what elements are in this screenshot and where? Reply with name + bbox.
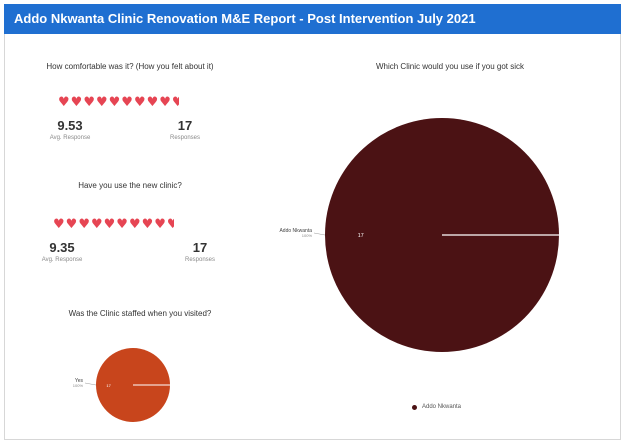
new-clinic-responses-value: 17 [192,240,208,255]
comfort-responses-value: 17 [177,118,193,133]
half-heart-icon: ♥ [171,96,179,109]
new-clinic-responses-label: Responses [184,257,216,263]
legend-entry: Addo Nkwanta [422,404,462,410]
pie-percent-label: 100% [73,383,84,388]
heart-icon: ♥ [121,95,133,110]
pie-leader-line [84,382,97,386]
new-clinic-avg-label: Avg. Response [41,257,83,263]
comfort-responses-label: Responses [169,135,201,141]
heart-icon: ♥ [65,217,78,232]
heart-icon: ♥ [78,217,90,232]
comfort-avg-label: Avg. Response [49,135,91,141]
heart-icon: ♥ [154,217,166,232]
half-heart-icon: ♥ [166,218,174,231]
clinic-pie-legend: Addo Nkwanta [412,404,461,410]
comfort-avg-value: 9.53 [57,118,83,133]
new-clinic-hearts: ♥ ♥ ♥ ♥ ♥ ♥ ♥ ♥ ♥ ♥ [53,218,174,231]
pie-leader-line [313,232,326,236]
heart-icon: ♥ [141,217,154,232]
heart-icon: ♥ [108,95,121,110]
legend-swatch [412,404,417,410]
pie-category-label: Yes [75,378,84,384]
heart-icon: ♥ [90,217,103,232]
heart-icon: ♥ [83,95,95,110]
report-title: Addo Nkwanta Clinic Renovation M&E Repor… [4,4,621,34]
heart-icon: ♥ [70,95,83,110]
heart-icon: ♥ [95,95,108,110]
new-clinic-question: Have you use the new clinic? [78,181,182,190]
heart-icon: ♥ [128,217,141,232]
pie-category-label: Addo Nkwanta [279,228,312,234]
heart-icon: ♥ [53,217,65,232]
heart-icon: ♥ [103,217,116,232]
comfort-hearts: ♥ ♥ ♥ ♥ ♥ ♥ ♥ ♥ ♥ ♥ [58,96,179,109]
heart-icon: ♥ [133,95,146,110]
new-clinic-avg-value: 9.35 [49,240,75,255]
heart-icon: ♥ [116,217,128,232]
pie-value-label: 17 [106,383,111,388]
pie-percent-label: 100% [302,233,313,238]
heart-icon: ♥ [159,95,171,110]
staffed-pie-title: Was the Clinic staffed when you visited? [68,309,212,318]
pie-value-label: 17 [358,233,364,239]
heart-icon: ♥ [146,95,159,110]
clinic-pie-title: Which Clinic would you use if you got si… [375,62,525,71]
comfort-question: How comfortable was it? (How you felt ab… [46,62,214,71]
heart-icon: ♥ [58,95,70,110]
